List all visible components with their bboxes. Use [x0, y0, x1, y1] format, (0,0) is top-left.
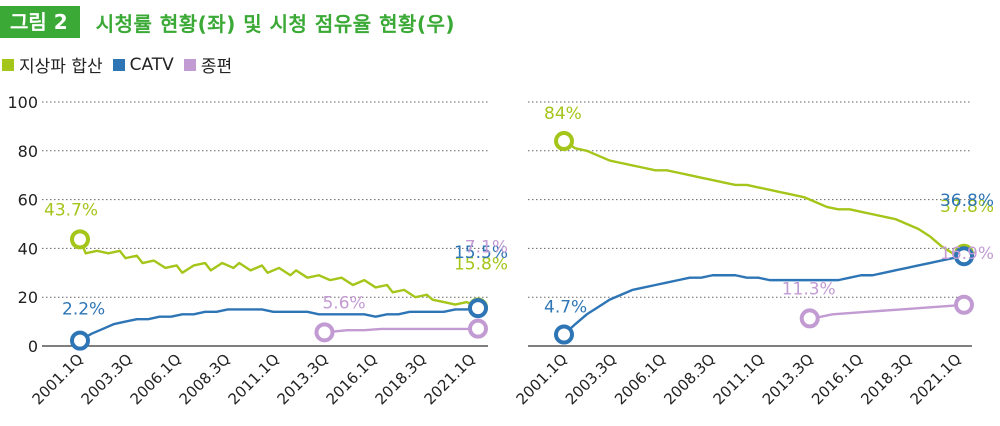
end-marker-0-general: [468, 318, 488, 339]
legend-item-terrestrial: 지상파 합산: [2, 52, 103, 77]
end-marker-1-general: [954, 294, 974, 315]
x-tick-label-1-8: 2021.1Q: [907, 350, 965, 408]
x-tick-label-1-6: 2016.1Q: [808, 350, 866, 408]
end-label-1-general: 16.9%: [940, 244, 994, 264]
end-label-0-general: 7.1%: [465, 238, 508, 258]
series-line-0-general: [324, 327, 479, 334]
y-tick-label-100: 100: [7, 93, 38, 112]
start-marker-1-terrestrial: [554, 131, 574, 152]
figure-label: 그림 2: [0, 6, 80, 38]
start-marker-1-catv: [554, 324, 574, 345]
end-marker-0-catv: [468, 298, 488, 319]
series-line-1-terrestrial: [563, 140, 965, 255]
x-tick-label-0-5: 2013.3Q: [274, 350, 332, 408]
header: 그림 2 시청률 현황(좌) 및 시청 점유율 현황(우): [0, 6, 455, 38]
x-tick-label-0-0: 2001.1Q: [29, 350, 87, 408]
legend-label-terrestrial: 지상파 합산: [19, 57, 103, 77]
end-marker-1-catv: [954, 246, 974, 267]
end-label-0-terrestrial: 15.8%: [454, 254, 508, 274]
x-tick-label-1-1: 2003.3Q: [562, 350, 620, 408]
legend-item-catv: CATV: [112, 54, 174, 75]
x-tick-label-0-1: 2003.3Q: [78, 350, 136, 408]
series-line-1-catv: [563, 255, 965, 336]
start-label-0-general: 5.6%: [322, 293, 365, 313]
start-label-0-terrestrial: 43.7%: [44, 200, 98, 220]
legend: 지상파 합산 CATV 종편: [2, 52, 242, 77]
x-tick-label-1-2: 2006.1Q: [611, 350, 669, 408]
legend-item-general: 종편: [183, 52, 233, 77]
start-marker-0-general: [314, 322, 335, 343]
start-marker-0-catv: [70, 330, 90, 351]
start-label-1-catv: 4.7%: [544, 298, 587, 318]
x-tick-label-1-5: 2013.3Q: [759, 350, 817, 408]
series-line-0-catv: [79, 306, 479, 342]
end-label-1-catv: 36.8%: [940, 191, 994, 211]
x-tick-label-1-3: 2008.3Q: [660, 350, 718, 408]
y-tick-label-40: 40: [18, 239, 38, 258]
x-tick-label-1-4: 2011.1Q: [710, 350, 768, 408]
start-marker-1-general: [799, 308, 820, 329]
figure-title: 시청률 현황(좌) 및 시청 점유율 현황(우): [95, 11, 456, 36]
x-tick-label-0-6: 2016.1Q: [323, 350, 381, 408]
legend-label-general: 종편: [200, 57, 233, 77]
x-tick-label-0-8: 2021.1Q: [421, 350, 479, 408]
start-label-0-catv: 2.2%: [62, 300, 105, 320]
start-label-1-terrestrial: 84%: [544, 104, 582, 124]
x-tick-label-0-7: 2018.3Q: [372, 350, 430, 408]
end-label-0-catv: 15.5%: [454, 243, 508, 263]
x-tick-label-1-0: 2001.1Q: [513, 350, 571, 408]
x-tick-label-0-2: 2006.1Q: [127, 350, 185, 408]
y-tick-label-60: 60: [18, 191, 38, 210]
legend-swatch-terrestrial: [2, 58, 14, 71]
x-tick-label-1-7: 2018.3Q: [857, 350, 915, 408]
start-label-1-general: 11.3%: [782, 279, 836, 299]
legend-swatch-catv: [112, 58, 125, 71]
series-line-0-terrestrial: [78, 238, 479, 309]
y-tick-label-20: 20: [18, 288, 38, 307]
start-marker-0-terrestrial: [70, 229, 90, 250]
x-tick-label-0-3: 2008.3Q: [176, 350, 234, 408]
end-label-1-terrestrial: 37.8%: [940, 197, 994, 217]
legend-label-catv: CATV: [129, 54, 174, 75]
y-tick-label-0: 0: [28, 337, 38, 356]
series-line-1-general: [809, 303, 965, 320]
legend-swatch-general: [183, 58, 196, 71]
x-tick-label-0-4: 2011.1Q: [225, 350, 283, 408]
y-tick-label-80: 80: [18, 142, 38, 161]
